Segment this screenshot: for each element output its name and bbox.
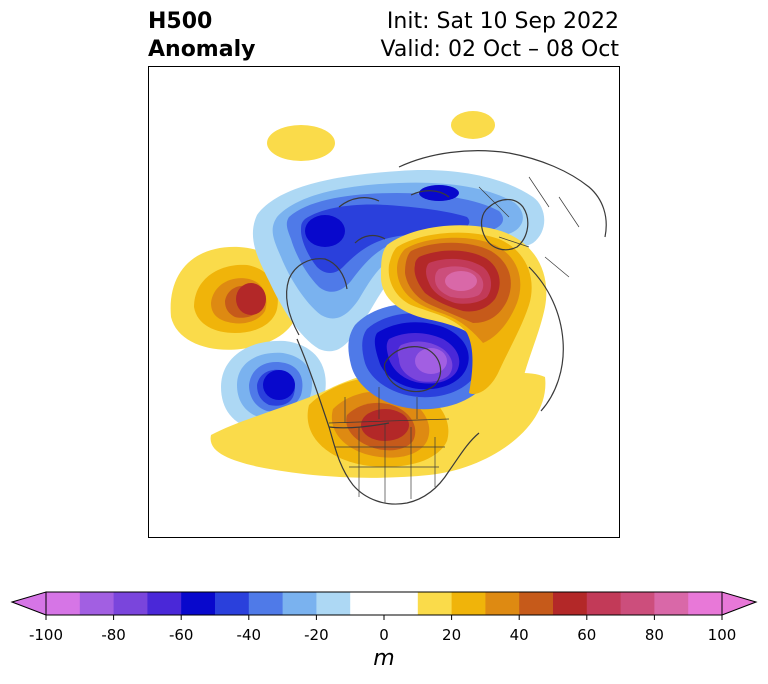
title-variable: H500 — [148, 9, 213, 34]
colorbar-tick-label: 40 — [509, 626, 529, 644]
colorbar-swatch — [248, 592, 284, 615]
colorbar-tick-label: 100 — [707, 626, 737, 644]
colorbar-swatch — [113, 592, 148, 615]
colorbar-ticks — [45, 615, 723, 620]
colorbar-swatch — [519, 592, 554, 615]
coastlines-and-borders — [286, 150, 607, 505]
borders-us-states — [335, 423, 445, 503]
colorbar-swatch — [46, 592, 81, 615]
colorbar-tick-label: -20 — [304, 626, 329, 644]
colorbar-swatch — [586, 592, 622, 615]
init-time: Init: Sat 10 Sep 2022 — [386, 9, 619, 34]
colorbar-swatch — [147, 592, 182, 615]
colorbar-swatch — [350, 592, 419, 615]
colorbar-tick-label: -60 — [168, 626, 194, 644]
borders-eurasia — [478, 176, 580, 278]
colorbar-swatch — [181, 592, 216, 615]
colorbar-swatches — [46, 592, 723, 615]
colorbar-swatch — [654, 592, 689, 615]
negative-anomaly-core — [348, 303, 495, 410]
colorbar-units: m — [373, 646, 395, 671]
coastline-hudson-bay — [383, 346, 442, 393]
plot-title-left: H500 Anomaly — [148, 8, 255, 64]
colorbar-swatch — [79, 592, 115, 615]
coastline-arctic-islands — [338, 190, 450, 244]
positive-anomaly-small — [267, 111, 495, 161]
colorbar-swatch — [485, 592, 520, 615]
colorbar-extend-low — [10, 591, 47, 616]
colorbar-swatch — [417, 592, 453, 615]
colorbar-swatch — [316, 592, 351, 615]
positive-anomaly-eurasia — [381, 225, 547, 436]
colorbar-tick-label: -100 — [28, 626, 64, 644]
coastline-north-america — [296, 338, 480, 505]
colorbar-swatch — [553, 592, 588, 615]
map-svg — [149, 67, 619, 537]
colorbar-tick-label: 60 — [577, 626, 597, 644]
colorbar-tick-label: 0 — [379, 626, 389, 644]
colorbar-extend-high — [721, 591, 758, 616]
colorbar-swatch — [688, 592, 723, 615]
colorbar-swatch — [451, 592, 486, 615]
coastline-greenland — [480, 198, 529, 251]
colorbar-tick-label: 20 — [442, 626, 462, 644]
coastline-eurasia — [398, 150, 607, 412]
colorbar-swatch — [215, 592, 250, 615]
colorbar-swatch — [620, 592, 655, 615]
colorbar — [10, 591, 758, 620]
plot-title-right: Init: Sat 10 Sep 2022 Valid: 02 Oct – 08… — [381, 8, 619, 64]
borders-canada — [328, 387, 450, 424]
colorbar-tick-label: -80 — [101, 626, 126, 644]
coastline-alaska — [286, 258, 348, 336]
colorbar-swatch — [282, 592, 317, 615]
colorbar-tick-label: -40 — [236, 626, 262, 644]
anomaly-map — [148, 66, 620, 538]
colorbar-tick-label: 80 — [644, 626, 664, 644]
title-field: Anomaly — [148, 37, 256, 62]
valid-period: Valid: 02 Oct – 08 Oct — [380, 37, 619, 62]
